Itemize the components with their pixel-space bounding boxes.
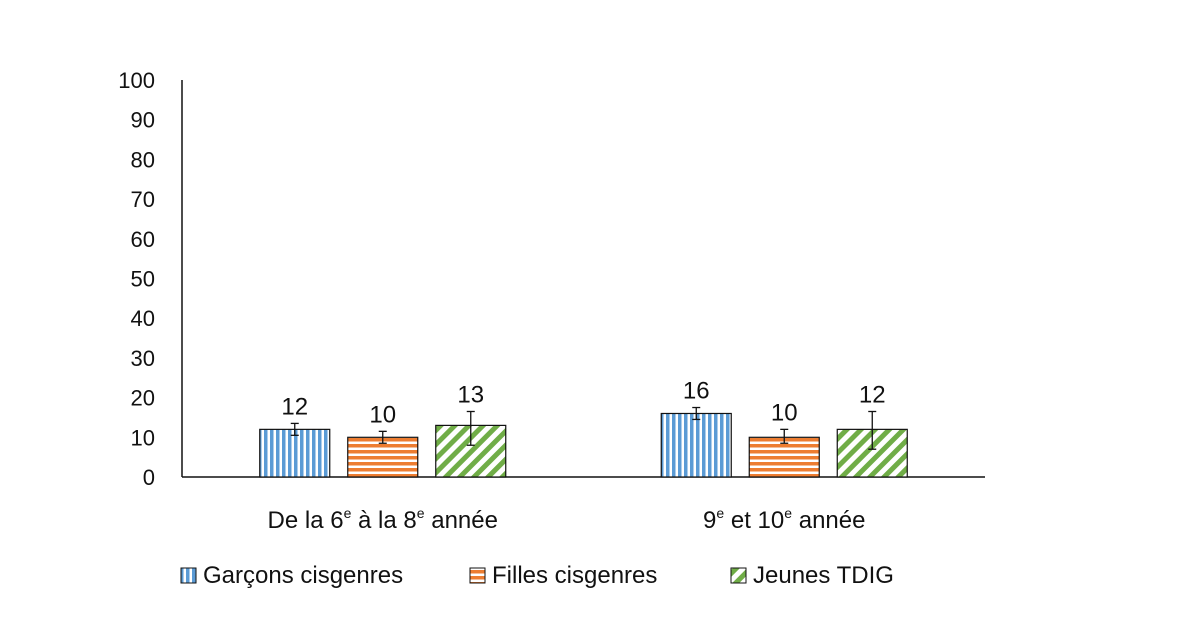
data-label: 10 [369,401,396,428]
legend-item: Jeunes TDIG [730,562,894,589]
y-tick-label: 40 [131,306,155,331]
y-axis: 0 10 20 30 40 50 60 70 80 90 100 [118,68,183,490]
data-label: 10 [771,399,798,426]
data-label: 13 [457,381,484,408]
bar [259,428,331,478]
bar [347,436,419,478]
legend-item: Filles cisgenres [469,562,657,589]
data-label: 16 [683,378,710,405]
y-tick-label: 80 [131,147,155,172]
y-tick-label: 20 [131,386,155,411]
bars: 12 10 13 16 10 12 [259,378,908,478]
y-tick-label: 50 [131,267,155,292]
x-category-label: 9e et 10e année [703,505,865,534]
data-label: 12 [859,381,886,408]
error-bar [692,406,701,421]
error-bar [290,422,299,436]
legend-item: Garçons cisgenres [180,562,403,589]
bar [660,412,732,478]
legend-label: Filles cisgenres [492,562,657,589]
error-bar [868,410,877,450]
y-tick-label: 100 [118,68,155,93]
y-tick-label: 10 [131,425,155,450]
legend-swatch [180,567,197,584]
legend-label: Jeunes TDIG [753,562,894,589]
y-tick-label: 60 [131,227,155,252]
x-axis: De la 6e à la 8e année 9e et 10e année [182,476,985,534]
error-bar [780,428,789,444]
error-bar [378,430,387,444]
y-tick-label: 70 [131,187,155,212]
y-tick-label: 90 [131,108,155,133]
error-bar [466,410,475,446]
legend-swatch [469,567,486,584]
y-tick-label: 0 [143,465,155,490]
y-tick-label: 30 [131,346,155,371]
bar [748,436,820,478]
x-category-label: De la 6e à la 8e année [268,505,498,534]
legend: Garçons cisgenres Filles cisgenres Jeunes … [180,562,894,589]
legend-swatch [730,567,747,584]
data-label: 12 [281,393,308,420]
legend-label: Garçons cisgenres [203,562,403,589]
